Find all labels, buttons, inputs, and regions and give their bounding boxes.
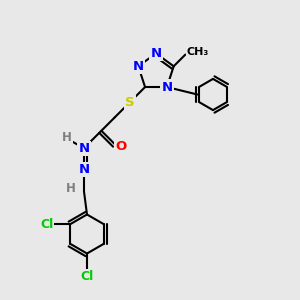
Text: S: S (125, 96, 135, 109)
Text: N: N (78, 163, 89, 176)
Text: N: N (161, 80, 172, 94)
Text: Cl: Cl (40, 218, 53, 231)
Text: Cl: Cl (80, 270, 94, 284)
Text: N: N (133, 60, 144, 73)
Text: H: H (62, 131, 72, 144)
Text: O: O (115, 140, 126, 153)
Text: N: N (150, 47, 162, 60)
Text: CH₃: CH₃ (187, 47, 209, 57)
Text: H: H (65, 182, 75, 195)
Text: N: N (78, 142, 89, 154)
